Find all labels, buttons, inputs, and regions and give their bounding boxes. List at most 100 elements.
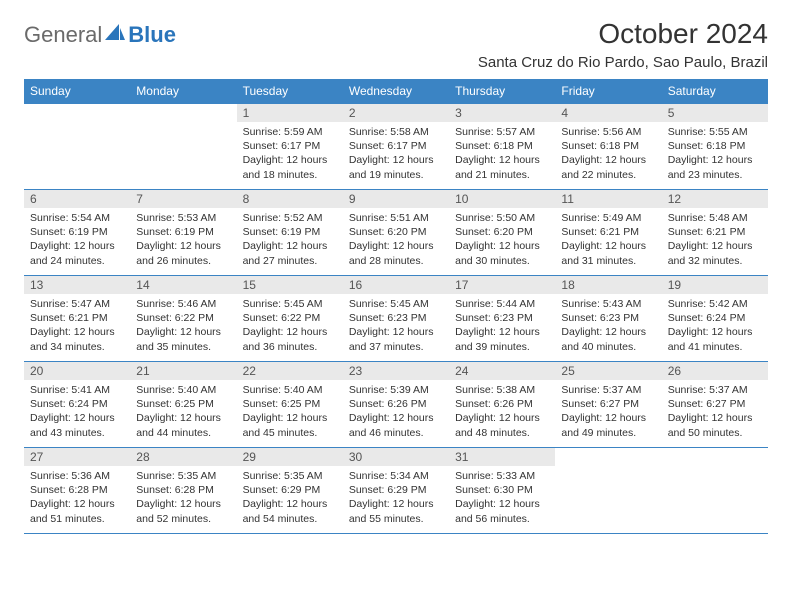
- calendar-cell: 18Sunrise: 5:43 AMSunset: 6:23 PMDayligh…: [555, 276, 661, 362]
- calendar-cell: 5Sunrise: 5:55 AMSunset: 6:18 PMDaylight…: [662, 104, 768, 190]
- calendar-cell: 23Sunrise: 5:39 AMSunset: 6:26 PMDayligh…: [343, 362, 449, 448]
- day-details: Sunrise: 5:40 AMSunset: 6:25 PMDaylight:…: [130, 380, 236, 444]
- day-details: Sunrise: 5:45 AMSunset: 6:22 PMDaylight:…: [237, 294, 343, 358]
- day-number: 2: [343, 104, 449, 122]
- day-details: Sunrise: 5:36 AMSunset: 6:28 PMDaylight:…: [24, 466, 130, 530]
- day-number: 25: [555, 362, 661, 380]
- day-details: Sunrise: 5:53 AMSunset: 6:19 PMDaylight:…: [130, 208, 236, 272]
- day-number: 28: [130, 448, 236, 466]
- calendar-cell: 21Sunrise: 5:40 AMSunset: 6:25 PMDayligh…: [130, 362, 236, 448]
- day-details: Sunrise: 5:54 AMSunset: 6:19 PMDaylight:…: [24, 208, 130, 272]
- day-details: Sunrise: 5:38 AMSunset: 6:26 PMDaylight:…: [449, 380, 555, 444]
- calendar-cell: [24, 104, 130, 190]
- header: General Blue October 2024 Santa Cruz do …: [24, 18, 768, 71]
- calendar-cell: 8Sunrise: 5:52 AMSunset: 6:19 PMDaylight…: [237, 190, 343, 276]
- calendar-cell: 4Sunrise: 5:56 AMSunset: 6:18 PMDaylight…: [555, 104, 661, 190]
- month-title: October 2024: [478, 18, 768, 50]
- day-number: 14: [130, 276, 236, 294]
- day-number: 21: [130, 362, 236, 380]
- calendar-cell: 20Sunrise: 5:41 AMSunset: 6:24 PMDayligh…: [24, 362, 130, 448]
- day-number: 29: [237, 448, 343, 466]
- calendar-cell: 15Sunrise: 5:45 AMSunset: 6:22 PMDayligh…: [237, 276, 343, 362]
- calendar-cell: [555, 448, 661, 534]
- brand-part2: Blue: [128, 22, 176, 48]
- weekday-header: Monday: [130, 79, 236, 104]
- calendar-cell: 27Sunrise: 5:36 AMSunset: 6:28 PMDayligh…: [24, 448, 130, 534]
- day-number: 6: [24, 190, 130, 208]
- day-details: Sunrise: 5:51 AMSunset: 6:20 PMDaylight:…: [343, 208, 449, 272]
- calendar-cell: 17Sunrise: 5:44 AMSunset: 6:23 PMDayligh…: [449, 276, 555, 362]
- calendar-cell: 22Sunrise: 5:40 AMSunset: 6:25 PMDayligh…: [237, 362, 343, 448]
- day-number: 17: [449, 276, 555, 294]
- calendar-row: 6Sunrise: 5:54 AMSunset: 6:19 PMDaylight…: [24, 190, 768, 276]
- day-number: 5: [662, 104, 768, 122]
- day-number: 11: [555, 190, 661, 208]
- day-details: Sunrise: 5:40 AMSunset: 6:25 PMDaylight:…: [237, 380, 343, 444]
- weekday-row: SundayMondayTuesdayWednesdayThursdayFrid…: [24, 79, 768, 104]
- day-number: 4: [555, 104, 661, 122]
- day-details: Sunrise: 5:37 AMSunset: 6:27 PMDaylight:…: [662, 380, 768, 444]
- day-number: 15: [237, 276, 343, 294]
- calendar-cell: [130, 104, 236, 190]
- calendar-row: 1Sunrise: 5:59 AMSunset: 6:17 PMDaylight…: [24, 104, 768, 190]
- day-details: Sunrise: 5:41 AMSunset: 6:24 PMDaylight:…: [24, 380, 130, 444]
- calendar-cell: 11Sunrise: 5:49 AMSunset: 6:21 PMDayligh…: [555, 190, 661, 276]
- calendar-cell: 10Sunrise: 5:50 AMSunset: 6:20 PMDayligh…: [449, 190, 555, 276]
- day-number: 24: [449, 362, 555, 380]
- day-number: 16: [343, 276, 449, 294]
- day-details: Sunrise: 5:33 AMSunset: 6:30 PMDaylight:…: [449, 466, 555, 530]
- weekday-header: Saturday: [662, 79, 768, 104]
- day-number: 10: [449, 190, 555, 208]
- day-number: 31: [449, 448, 555, 466]
- calendar-cell: 29Sunrise: 5:35 AMSunset: 6:29 PMDayligh…: [237, 448, 343, 534]
- weekday-header: Thursday: [449, 79, 555, 104]
- day-details: Sunrise: 5:35 AMSunset: 6:29 PMDaylight:…: [237, 466, 343, 530]
- calendar-row: 13Sunrise: 5:47 AMSunset: 6:21 PMDayligh…: [24, 276, 768, 362]
- day-number: 8: [237, 190, 343, 208]
- brand-logo: General Blue: [24, 18, 176, 48]
- day-details: Sunrise: 5:48 AMSunset: 6:21 PMDaylight:…: [662, 208, 768, 272]
- day-details: Sunrise: 5:57 AMSunset: 6:18 PMDaylight:…: [449, 122, 555, 186]
- day-number: 23: [343, 362, 449, 380]
- day-details: Sunrise: 5:56 AMSunset: 6:18 PMDaylight:…: [555, 122, 661, 186]
- weekday-header: Friday: [555, 79, 661, 104]
- calendar-row: 20Sunrise: 5:41 AMSunset: 6:24 PMDayligh…: [24, 362, 768, 448]
- day-number: 30: [343, 448, 449, 466]
- calendar-cell: 26Sunrise: 5:37 AMSunset: 6:27 PMDayligh…: [662, 362, 768, 448]
- day-number: 1: [237, 104, 343, 122]
- day-details: Sunrise: 5:37 AMSunset: 6:27 PMDaylight:…: [555, 380, 661, 444]
- calendar-cell: 6Sunrise: 5:54 AMSunset: 6:19 PMDaylight…: [24, 190, 130, 276]
- calendar-cell: 16Sunrise: 5:45 AMSunset: 6:23 PMDayligh…: [343, 276, 449, 362]
- day-number: 12: [662, 190, 768, 208]
- calendar-cell: 31Sunrise: 5:33 AMSunset: 6:30 PMDayligh…: [449, 448, 555, 534]
- day-number: 18: [555, 276, 661, 294]
- day-details: Sunrise: 5:55 AMSunset: 6:18 PMDaylight:…: [662, 122, 768, 186]
- calendar-body: 1Sunrise: 5:59 AMSunset: 6:17 PMDaylight…: [24, 104, 768, 534]
- day-number: 19: [662, 276, 768, 294]
- calendar-cell: 30Sunrise: 5:34 AMSunset: 6:29 PMDayligh…: [343, 448, 449, 534]
- day-number: 27: [24, 448, 130, 466]
- location: Santa Cruz do Rio Pardo, Sao Paulo, Braz…: [478, 54, 768, 71]
- calendar-cell: 24Sunrise: 5:38 AMSunset: 6:26 PMDayligh…: [449, 362, 555, 448]
- day-number: 13: [24, 276, 130, 294]
- day-number: 9: [343, 190, 449, 208]
- calendar-table: SundayMondayTuesdayWednesdayThursdayFrid…: [24, 79, 768, 534]
- day-details: Sunrise: 5:34 AMSunset: 6:29 PMDaylight:…: [343, 466, 449, 530]
- day-details: Sunrise: 5:39 AMSunset: 6:26 PMDaylight:…: [343, 380, 449, 444]
- day-details: Sunrise: 5:49 AMSunset: 6:21 PMDaylight:…: [555, 208, 661, 272]
- calendar-cell: 13Sunrise: 5:47 AMSunset: 6:21 PMDayligh…: [24, 276, 130, 362]
- calendar-cell: 9Sunrise: 5:51 AMSunset: 6:20 PMDaylight…: [343, 190, 449, 276]
- day-details: Sunrise: 5:43 AMSunset: 6:23 PMDaylight:…: [555, 294, 661, 358]
- day-details: Sunrise: 5:44 AMSunset: 6:23 PMDaylight:…: [449, 294, 555, 358]
- calendar-cell: 1Sunrise: 5:59 AMSunset: 6:17 PMDaylight…: [237, 104, 343, 190]
- day-details: Sunrise: 5:35 AMSunset: 6:28 PMDaylight:…: [130, 466, 236, 530]
- day-number: 3: [449, 104, 555, 122]
- day-details: Sunrise: 5:45 AMSunset: 6:23 PMDaylight:…: [343, 294, 449, 358]
- day-details: Sunrise: 5:50 AMSunset: 6:20 PMDaylight:…: [449, 208, 555, 272]
- day-number: 22: [237, 362, 343, 380]
- calendar-cell: 28Sunrise: 5:35 AMSunset: 6:28 PMDayligh…: [130, 448, 236, 534]
- calendar-row: 27Sunrise: 5:36 AMSunset: 6:28 PMDayligh…: [24, 448, 768, 534]
- sail-icon: [105, 22, 125, 48]
- calendar-cell: [662, 448, 768, 534]
- brand-part1: General: [24, 22, 102, 48]
